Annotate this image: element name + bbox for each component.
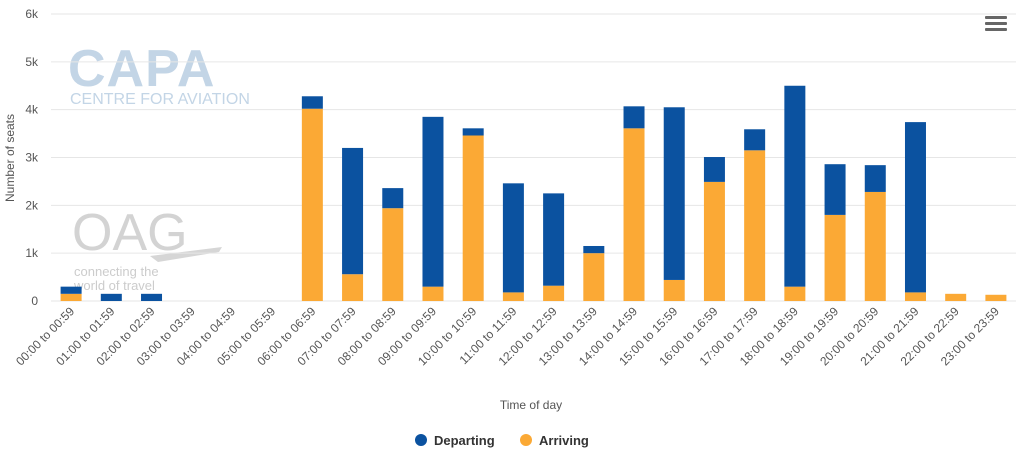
capa-watermark: CAPA CENTRE FOR AVIATION xyxy=(68,40,250,108)
bar-departing-19[interactable] xyxy=(824,164,846,215)
bar-arriving-11[interactable] xyxy=(502,292,524,301)
x-axis-title: Time of day xyxy=(500,398,562,412)
bar-departing-18[interactable] xyxy=(784,85,806,287)
bar-departing-7[interactable] xyxy=(342,147,364,275)
bar-departing-9[interactable] xyxy=(422,116,444,287)
gridlines xyxy=(51,13,1016,302)
bar-arriving-9[interactable] xyxy=(422,286,444,301)
bar-arriving-6[interactable] xyxy=(301,108,323,302)
y-tick-label: 5k xyxy=(25,55,39,69)
legend: Departing Arriving xyxy=(415,433,589,448)
legend-marker xyxy=(415,434,427,446)
legend-item-arriving[interactable]: Arriving xyxy=(520,433,589,448)
y-tick-label: 2k xyxy=(25,198,39,212)
bar-departing-2[interactable] xyxy=(141,293,163,301)
bar-arriving-13[interactable] xyxy=(583,253,605,301)
bar-departing-16[interactable] xyxy=(703,157,725,182)
capa-watermark-subtitle: CENTRE FOR AVIATION xyxy=(70,91,250,108)
bars xyxy=(60,85,1007,302)
bar-departing-10[interactable] xyxy=(462,128,484,136)
bar-arriving-20[interactable] xyxy=(864,191,886,301)
bar-departing-21[interactable] xyxy=(904,122,926,293)
bar-departing-17[interactable] xyxy=(744,129,766,151)
airplane-icon xyxy=(150,247,222,262)
bar-arriving-16[interactable] xyxy=(703,181,725,301)
bar-arriving-15[interactable] xyxy=(663,279,685,301)
y-tick-label: 4k xyxy=(25,103,39,117)
legend-label: Departing xyxy=(434,433,495,448)
bar-arriving-8[interactable] xyxy=(382,208,404,301)
bar-departing-12[interactable] xyxy=(543,193,565,286)
legend-marker xyxy=(520,434,532,446)
bar-arriving-22[interactable] xyxy=(945,293,967,301)
bar-departing-8[interactable] xyxy=(382,188,404,209)
bar-arriving-7[interactable] xyxy=(342,274,364,301)
hamburger-menu-icon[interactable] xyxy=(985,16,1007,34)
oag-watermark: OAG connecting the world of travel xyxy=(72,204,222,293)
bar-arriving-0[interactable] xyxy=(60,293,82,301)
y-tick-label: 6k xyxy=(25,7,39,21)
bar-departing-6[interactable] xyxy=(301,96,323,109)
bar-arriving-10[interactable] xyxy=(462,135,484,301)
y-axis-title: Number of seats xyxy=(3,114,17,202)
bar-departing-13[interactable] xyxy=(583,245,605,254)
bar-arriving-21[interactable] xyxy=(904,292,926,301)
bar-arriving-12[interactable] xyxy=(543,285,565,301)
bar-arriving-14[interactable] xyxy=(623,128,645,301)
bar-departing-15[interactable] xyxy=(663,107,685,280)
bar-arriving-17[interactable] xyxy=(744,150,766,301)
y-tick-label: 0 xyxy=(31,294,38,308)
bar-departing-14[interactable] xyxy=(623,106,645,129)
oag-watermark-tagline-2: world of travel xyxy=(73,278,155,293)
bar-arriving-18[interactable] xyxy=(784,286,806,301)
bar-departing-1[interactable] xyxy=(100,293,122,301)
oag-watermark-title: OAG xyxy=(72,204,188,262)
bar-arriving-19[interactable] xyxy=(824,214,846,301)
y-axis-ticks: 0 1k 2k 3k 4k 5k 6k xyxy=(25,7,39,308)
bar-departing-20[interactable] xyxy=(864,165,886,192)
oag-watermark-tagline-1: connecting the xyxy=(74,264,159,279)
legend-label: Arriving xyxy=(539,433,589,448)
bar-departing-0[interactable] xyxy=(60,286,82,294)
bar-arriving-23[interactable] xyxy=(985,294,1007,301)
legend-item-departing[interactable]: Departing xyxy=(415,433,495,448)
bar-departing-11[interactable] xyxy=(502,183,524,293)
y-tick-label: 1k xyxy=(25,246,39,260)
y-tick-label: 3k xyxy=(25,151,39,165)
capa-watermark-title: CAPA xyxy=(68,40,215,98)
